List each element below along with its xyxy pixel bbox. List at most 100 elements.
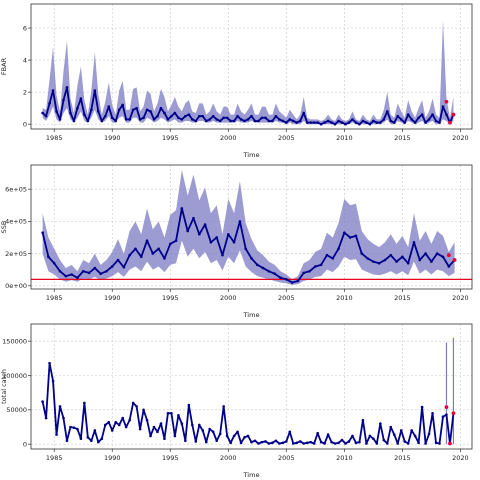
- data-point: [406, 442, 410, 445]
- data-point: [435, 252, 439, 255]
- y-tick-label: 6e+05: [5, 185, 27, 193]
- data-point: [385, 442, 389, 445]
- data-point: [232, 434, 236, 438]
- data-point: [250, 114, 253, 118]
- data-point: [239, 118, 243, 121]
- data-point: [337, 119, 340, 123]
- data-point: [431, 411, 434, 415]
- data-point: [117, 108, 121, 112]
- data-point: [337, 247, 340, 251]
- x-tick-label: 1990: [104, 454, 121, 462]
- chart-panel-1: 1985 1990 1995 2000 2005 2010 2015 2020 0 2 4 6 Time…: [0, 3, 473, 159]
- data-point: [331, 257, 335, 260]
- data-point: [431, 113, 434, 116]
- data-point: [330, 440, 333, 444]
- confidence-band: [42, 20, 454, 125]
- y-tick-label: 6: [23, 24, 27, 32]
- data-point: [246, 434, 250, 438]
- x-tick-label: 2000: [220, 454, 237, 462]
- data-point: [434, 119, 438, 123]
- data-point: [278, 442, 281, 445]
- data-point: [243, 119, 246, 123]
- data-point: [316, 121, 319, 124]
- data-point: [156, 114, 159, 118]
- data-point: [221, 253, 224, 257]
- x-tick-label: 2005: [278, 454, 295, 462]
- x-tick-label: 2020: [452, 454, 469, 462]
- data-point: [135, 106, 138, 110]
- data-point: [445, 413, 448, 416]
- data-point: [298, 119, 302, 123]
- data-point: [372, 437, 375, 440]
- data-point: [87, 271, 91, 275]
- data-point: [274, 439, 278, 443]
- data-point: [305, 441, 309, 445]
- y-tick-label: 4e+05: [5, 218, 27, 226]
- data-point: [81, 269, 85, 273]
- data-point: [194, 119, 198, 123]
- data-point: [229, 441, 232, 445]
- highlight-point: [451, 112, 456, 117]
- data-point: [250, 440, 253, 444]
- data-point: [330, 121, 333, 124]
- data-point: [399, 118, 403, 121]
- data-point: [326, 433, 330, 436]
- data-point: [401, 255, 404, 259]
- data-point: [260, 116, 264, 120]
- data-point: [302, 271, 306, 275]
- data-point: [163, 257, 166, 260]
- confidence-band: [42, 169, 455, 285]
- data-point: [360, 252, 364, 255]
- data-point: [236, 430, 239, 434]
- data-point: [395, 260, 398, 263]
- highlight-point: [452, 258, 457, 262]
- data-point: [365, 121, 368, 124]
- data-point: [291, 442, 295, 445]
- data-point: [385, 110, 389, 113]
- data-point: [192, 216, 195, 220]
- highlight-point: [444, 99, 449, 104]
- data-point: [403, 440, 406, 443]
- data-point: [142, 116, 145, 120]
- data-point: [333, 122, 337, 126]
- data-point: [208, 118, 212, 121]
- data-point: [348, 236, 352, 239]
- data-point: [215, 118, 218, 121]
- data-point: [256, 263, 259, 267]
- data-point: [430, 260, 433, 263]
- data-point: [103, 423, 107, 427]
- data-point: [325, 253, 329, 257]
- data-point: [246, 118, 250, 121]
- data-point: [361, 119, 365, 123]
- data-point: [64, 274, 68, 278]
- x-axis-label: Time: [243, 471, 260, 479]
- data-point: [285, 278, 288, 281]
- data-point: [72, 426, 76, 430]
- data-point: [97, 440, 100, 444]
- data-point: [121, 103, 124, 107]
- data-point: [406, 113, 410, 116]
- data-point: [203, 223, 207, 226]
- data-point: [441, 415, 445, 419]
- chart-panel-2: 1985 1990 1995 2000 2005 2010 2015 2020 0e+00 2e+…: [0, 164, 473, 319]
- data-point: [110, 265, 114, 268]
- data-point: [70, 273, 73, 276]
- data-point: [58, 118, 62, 121]
- data-point: [145, 418, 149, 422]
- data-point: [229, 119, 232, 123]
- data-point: [211, 430, 215, 434]
- x-tick-label: 1990: [104, 294, 121, 302]
- data-point: [121, 416, 124, 420]
- x-tick-label: 2010: [336, 294, 353, 302]
- data-point: [319, 263, 323, 267]
- data-point: [187, 403, 191, 407]
- data-point: [58, 405, 62, 408]
- data-point: [128, 118, 131, 121]
- data-point: [279, 276, 282, 280]
- data-point: [344, 122, 347, 126]
- data-point: [225, 116, 229, 120]
- data-point: [340, 121, 344, 124]
- data-point: [295, 441, 299, 445]
- data-point: [261, 266, 265, 270]
